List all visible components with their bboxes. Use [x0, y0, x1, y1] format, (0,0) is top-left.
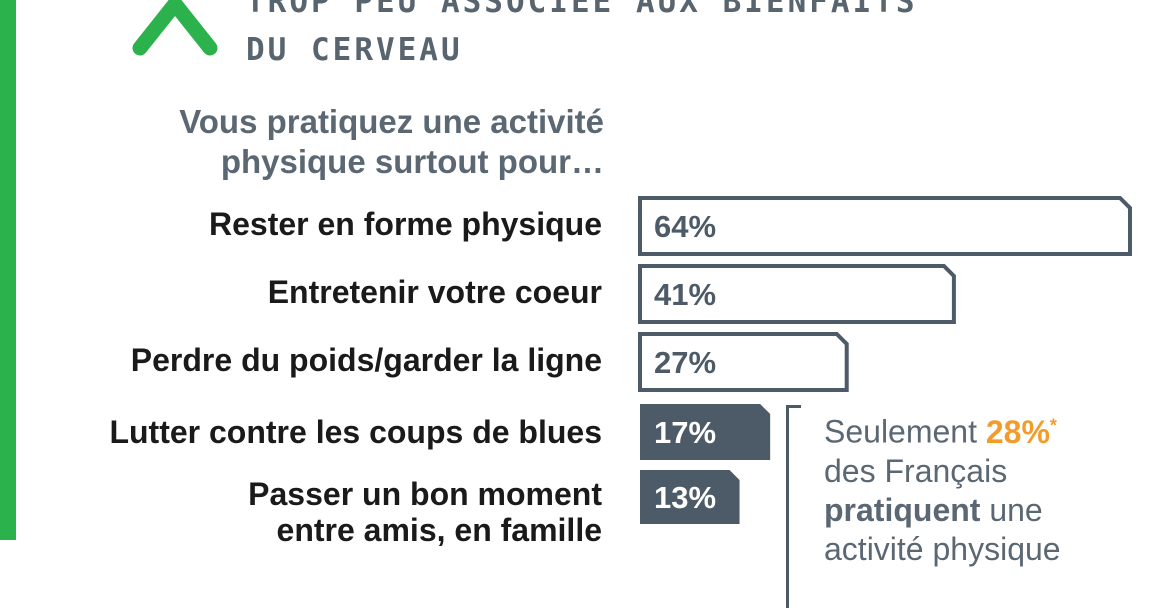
note-line-1: Seulement 28%* [824, 413, 1057, 450]
question-line-1: Vous pratiquez une activité [179, 103, 604, 140]
brand-accent-bar [0, 0, 16, 540]
note-line-2: des Français [824, 452, 1008, 489]
note-highlight: 28%* [985, 413, 1057, 450]
bar-4 [640, 404, 771, 460]
bar-value-label-1: 64% [654, 209, 716, 244]
category-label-2: Entretenir votre coeur [267, 274, 602, 310]
category-label-4: Lutter contre les coups de blues [109, 414, 602, 450]
bar-1 [638, 196, 1132, 256]
bar-chart: 64% 41% 27% 17% 13% [638, 196, 1132, 524]
note-bracket [786, 405, 801, 608]
bar-2 [638, 264, 956, 324]
note-line-4: activité physique [824, 530, 1061, 567]
bar-value-label-3: 27% [654, 345, 716, 380]
category-label-3: Perdre du poids/garder la ligne [130, 342, 602, 378]
chevron-up-icon [132, 0, 218, 56]
bar-value-label-5: 13% [654, 480, 716, 515]
heading-line-1: TROP PEU ASSOCIÉE AUX BIENFAITS [246, 0, 918, 20]
section-heading: TROP PEU ASSOCIÉE AUX BIENFAITS DU CERVE… [246, 0, 918, 74]
bar-3 [638, 332, 849, 392]
chart-question: Vous pratiquez une activité physique sur… [179, 102, 604, 182]
question-line-2: physique surtout pour… [220, 143, 604, 180]
bar-value-label-4: 17% [654, 415, 716, 450]
bar-5 [640, 470, 740, 524]
bar-value-label-2: 41% [654, 277, 716, 312]
category-label-1: Rester en forme physique [209, 206, 602, 242]
heading-line-2: DU CERVEAU [246, 32, 463, 68]
note-line-3: pratiquent une [824, 491, 1043, 528]
callout-note: Seulement 28%* des Français pratiquent u… [824, 406, 1061, 569]
